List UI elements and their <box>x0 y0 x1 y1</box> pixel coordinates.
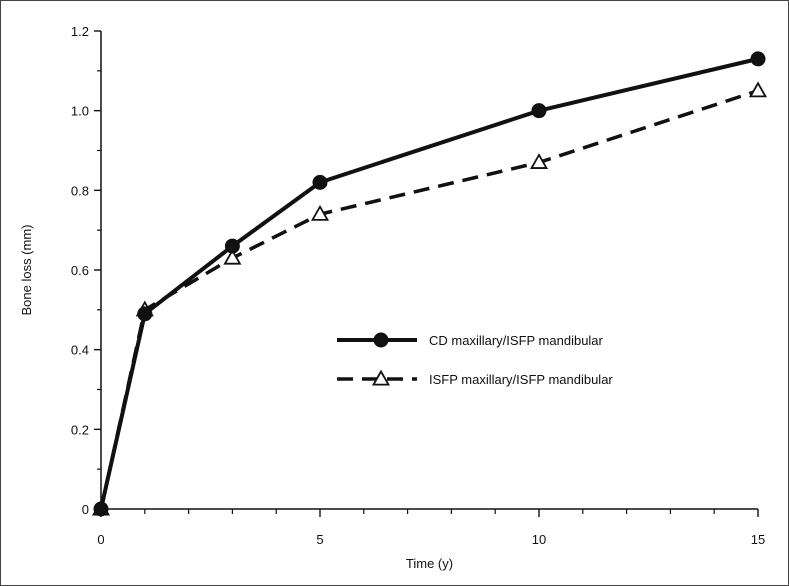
data-point-circle <box>224 238 240 254</box>
series-1 <box>93 51 766 517</box>
y-tick-label: 0 <box>82 502 89 517</box>
data-point-circle <box>531 103 547 119</box>
y-tick-label: 1.2 <box>71 24 89 39</box>
data-point-circle <box>750 51 766 67</box>
x-tick-label: 0 <box>97 532 104 547</box>
y-tick-label: 0.8 <box>71 183 89 198</box>
data-point-triangle <box>310 204 330 221</box>
legend-label: ISFP maxillary/ISFP mandibular <box>429 372 613 387</box>
data-point-triangle <box>529 153 549 169</box>
data-point-circle <box>93 501 109 517</box>
series-line <box>99 89 759 510</box>
data-point-circle <box>137 306 153 322</box>
y-tick-label: 0.4 <box>71 343 89 358</box>
legend-entry-1: CD maxillary/ISFP mandibular <box>337 332 604 348</box>
data-point-circle <box>312 174 328 190</box>
x-axis-title: Time (y) <box>406 556 453 571</box>
series-layer <box>91 51 768 517</box>
data-point-triangle <box>223 248 242 265</box>
legend: CD maxillary/ISFP mandibular ISFP maxilla… <box>337 332 613 387</box>
x-tick-label: 15 <box>751 532 765 547</box>
y-tick-label: 0.6 <box>71 263 89 278</box>
y-axis-title: Bone loss (mm) <box>19 224 34 315</box>
data-point-circle <box>373 332 389 348</box>
y-tick-label: 0.2 <box>71 422 89 437</box>
x-tick-label: 10 <box>532 532 546 547</box>
legend-entry-2: ISFP maxillary/ISFP mandibular <box>337 369 613 387</box>
data-point-triangle <box>748 81 768 98</box>
data-point-triangle <box>371 369 391 386</box>
series-line <box>99 56 759 510</box>
legend-label: CD maxillary/ISFP mandibular <box>429 333 604 348</box>
axes: 0 0.2 0.4 0.6 0.8 1.0 1.2 0 5 10 15 <box>71 24 765 547</box>
y-tick-label: 1.0 <box>71 104 89 119</box>
x-tick-label: 5 <box>316 532 323 547</box>
